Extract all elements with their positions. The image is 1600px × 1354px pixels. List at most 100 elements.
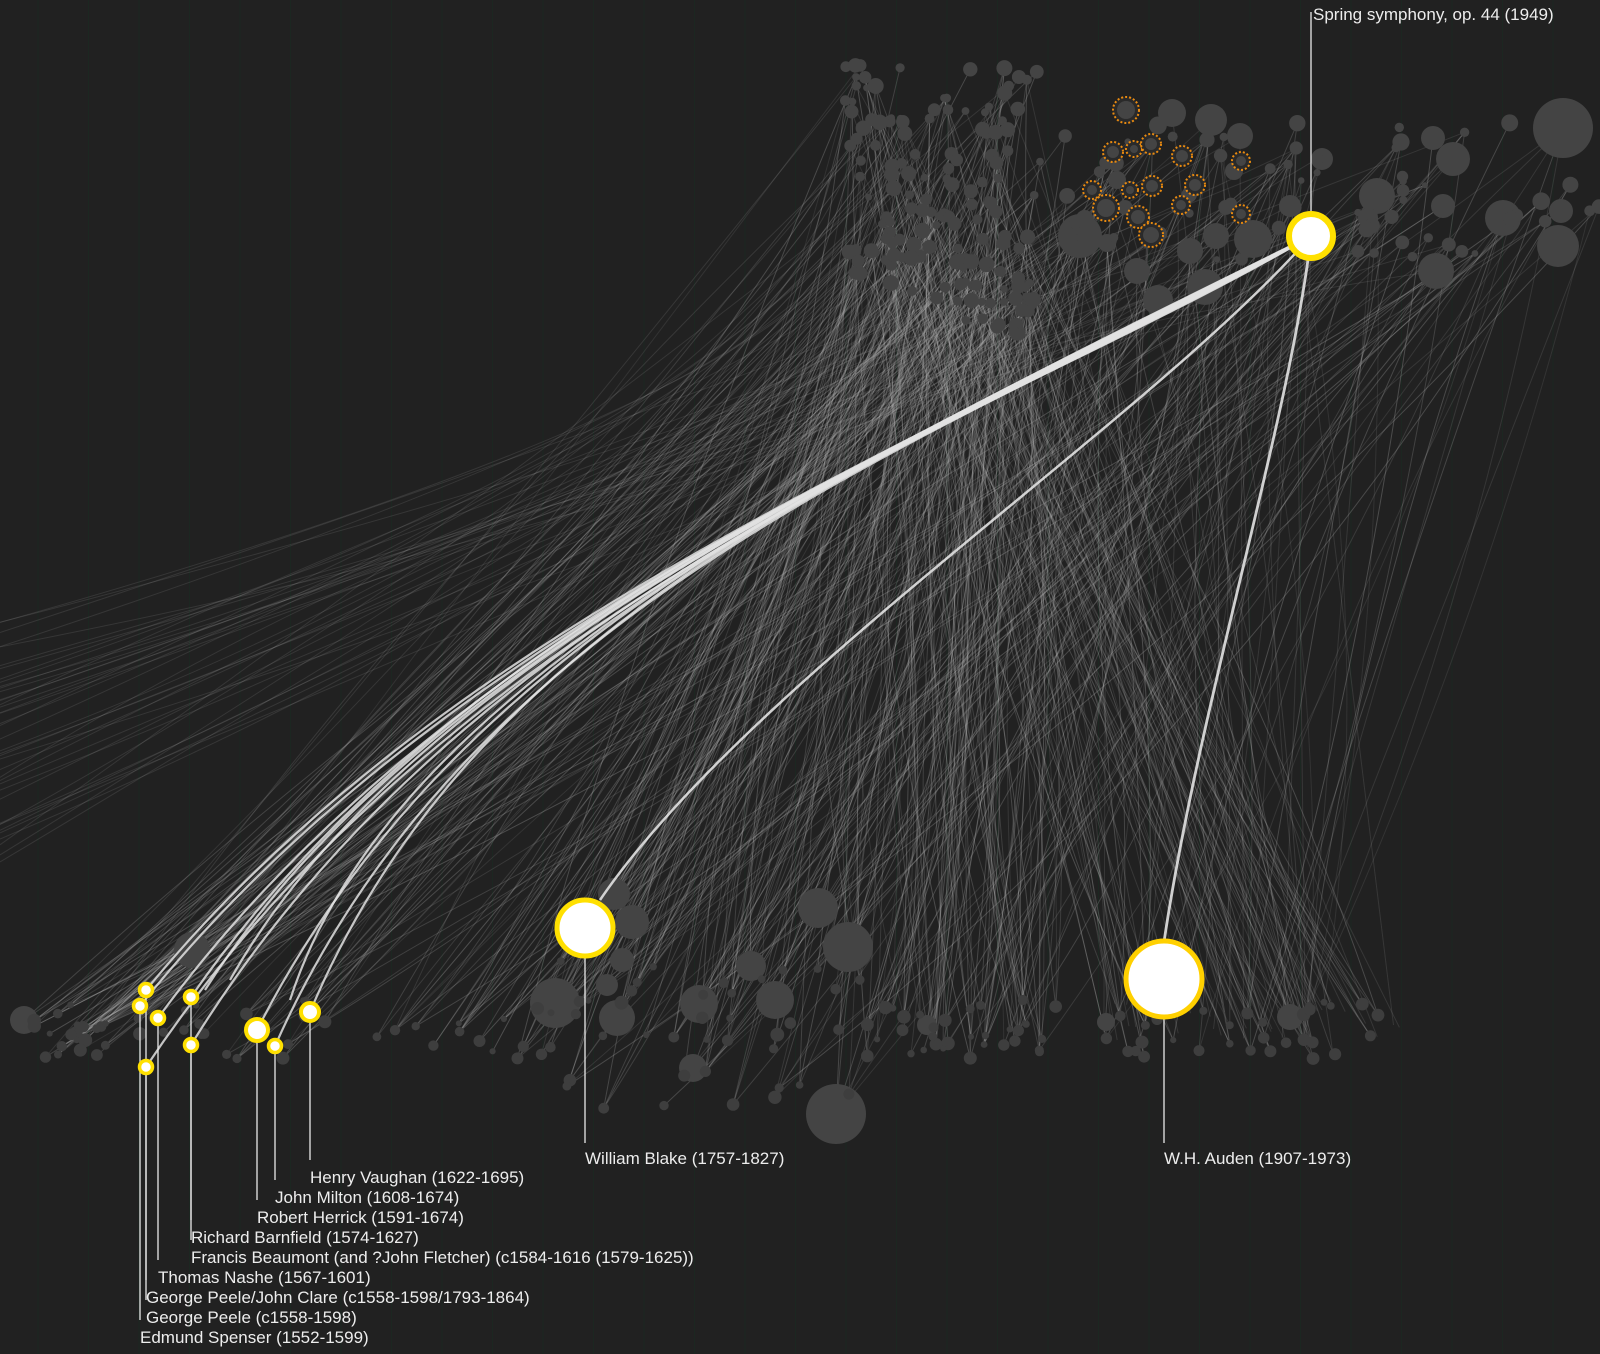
node bbox=[680, 985, 718, 1023]
node bbox=[887, 247, 901, 262]
link bbox=[935, 132, 988, 1045]
link bbox=[0, 232, 890, 856]
link bbox=[705, 119, 1212, 1072]
link bbox=[1220, 155, 1314, 1010]
link bbox=[776, 97, 945, 1035]
link bbox=[944, 215, 1264, 1005]
poet-node-herrick[interactable] bbox=[244, 1017, 270, 1043]
node bbox=[1399, 177, 1407, 185]
node bbox=[27, 1019, 41, 1033]
poet-node-barnfield[interactable] bbox=[182, 1036, 200, 1054]
node bbox=[698, 989, 709, 1000]
link bbox=[926, 109, 966, 1026]
link bbox=[645, 67, 901, 1036]
node bbox=[1283, 159, 1293, 170]
link bbox=[1287, 164, 1394, 1026]
link bbox=[184, 282, 1030, 1011]
node bbox=[1241, 1007, 1254, 1020]
link bbox=[183, 168, 949, 1031]
node bbox=[806, 1084, 866, 1144]
node bbox=[1306, 1036, 1319, 1049]
link bbox=[246, 244, 1450, 1015]
node bbox=[1418, 253, 1454, 289]
node bbox=[903, 250, 920, 266]
node bbox=[953, 296, 963, 306]
link bbox=[1017, 212, 1359, 1031]
node bbox=[535, 1048, 548, 1061]
node bbox=[454, 1026, 465, 1037]
poet-node-peele[interactable] bbox=[137, 1058, 155, 1076]
poet-node-peele-clare[interactable] bbox=[137, 981, 155, 999]
node bbox=[983, 196, 998, 210]
link bbox=[432, 262, 986, 1046]
node bbox=[880, 233, 892, 245]
link bbox=[1294, 149, 1306, 1010]
node bbox=[573, 995, 586, 1008]
node bbox=[1203, 223, 1229, 249]
link bbox=[1246, 141, 1402, 1014]
poet-node-beaumont[interactable] bbox=[182, 988, 200, 1006]
link bbox=[886, 194, 928, 1026]
link bbox=[1025, 158, 1323, 1025]
node bbox=[632, 977, 642, 987]
node bbox=[1392, 133, 1410, 151]
link bbox=[866, 158, 1323, 1025]
link bbox=[1168, 164, 1289, 1018]
node bbox=[851, 81, 861, 91]
poet-node-vaughan[interactable] bbox=[299, 1001, 321, 1023]
node bbox=[963, 184, 979, 199]
link bbox=[588, 206, 1600, 1001]
node bbox=[996, 60, 1013, 77]
work-node-spring-symphony[interactable] bbox=[1286, 211, 1336, 261]
node bbox=[895, 63, 905, 73]
dashed-node-core bbox=[1097, 199, 1115, 217]
node bbox=[428, 1040, 439, 1051]
link bbox=[394, 194, 1035, 1031]
node bbox=[678, 1069, 691, 1082]
node bbox=[897, 125, 913, 141]
node bbox=[1213, 148, 1228, 163]
node bbox=[1303, 1003, 1316, 1016]
link bbox=[1126, 164, 1289, 1005]
node bbox=[757, 975, 766, 984]
link bbox=[891, 242, 1379, 1016]
poet-node-auden[interactable] bbox=[1123, 938, 1205, 1020]
poet-node-blake[interactable] bbox=[554, 897, 616, 959]
node bbox=[1058, 129, 1072, 143]
link bbox=[951, 184, 1264, 1023]
link bbox=[0, 97, 948, 683]
node bbox=[756, 981, 794, 1019]
link bbox=[75, 253, 1476, 1034]
node bbox=[861, 1049, 874, 1063]
dashed-node-core bbox=[1145, 138, 1157, 150]
poet-node-spenser[interactable] bbox=[131, 997, 149, 1015]
link bbox=[1028, 282, 1129, 1052]
link bbox=[459, 300, 959, 1032]
node bbox=[232, 1053, 242, 1064]
link bbox=[603, 118, 901, 1109]
link bbox=[859, 176, 1148, 1010]
link bbox=[45, 258, 1242, 1058]
node bbox=[1329, 1048, 1342, 1061]
poet-node-nashe[interactable] bbox=[149, 1009, 167, 1027]
link bbox=[569, 128, 864, 1081]
link bbox=[799, 85, 877, 1086]
link bbox=[996, 326, 1057, 1007]
link bbox=[376, 145, 1153, 1038]
node bbox=[997, 85, 1013, 101]
dashed-node-core bbox=[1130, 145, 1138, 153]
link bbox=[702, 272, 856, 995]
link bbox=[1106, 217, 1504, 1039]
node bbox=[1326, 1002, 1335, 1010]
link bbox=[1186, 250, 1305, 1040]
node bbox=[977, 313, 989, 325]
link bbox=[1281, 206, 1600, 1021]
poet-node-milton[interactable] bbox=[266, 1037, 284, 1055]
node bbox=[980, 1041, 988, 1048]
link bbox=[942, 162, 1107, 1049]
link bbox=[884, 237, 934, 1037]
poet-label-milton: John Milton (1608-1674) bbox=[275, 1188, 459, 1207]
link bbox=[246, 286, 946, 1015]
node bbox=[1193, 1045, 1205, 1057]
node bbox=[929, 1037, 943, 1051]
